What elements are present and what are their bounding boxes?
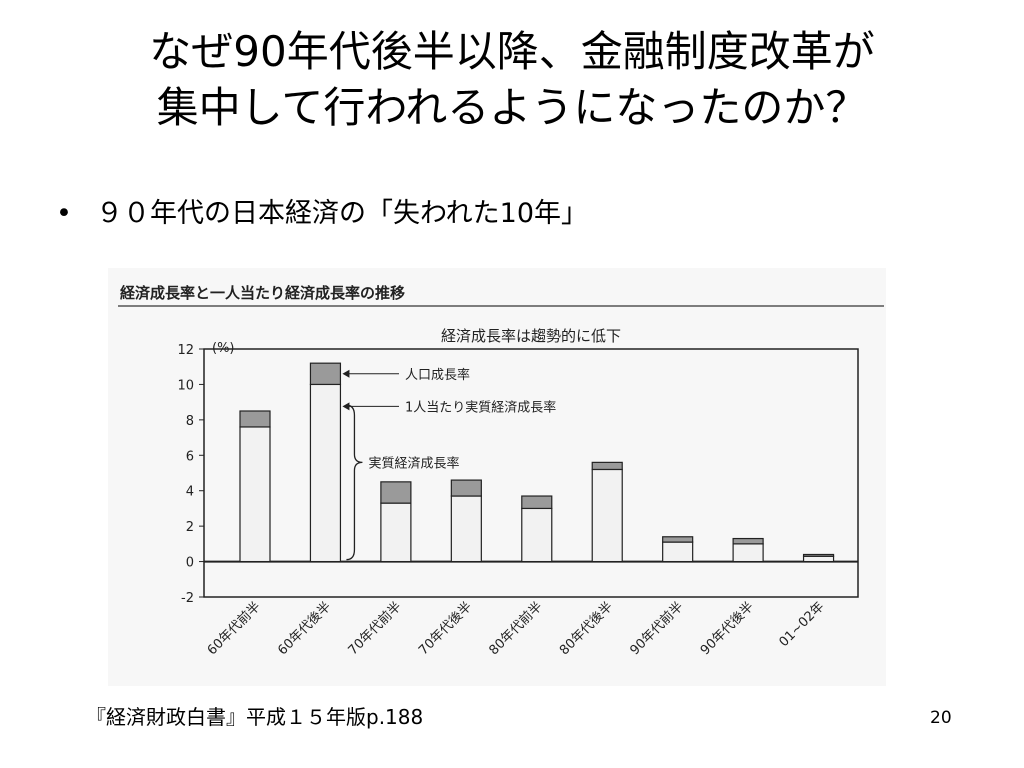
bar-population-growth (450, 479, 482, 497)
y-tick-label: 2 (186, 520, 194, 535)
bar-population-growth (802, 553, 835, 557)
bar-per-capita-growth (662, 541, 694, 563)
slide-title: なぜ90年代後半以降、金融制度改革が 集中して行われるようになったのか？ (0, 24, 1024, 136)
bar-per-capita-growth (239, 426, 271, 563)
x-tick-label: 01~02年 (776, 599, 827, 650)
annotation-real-growth: 実質経済成長率 (368, 455, 459, 471)
x-tick-labels: 60年代前半 60年代後半 70年代前半 70年代後半 80年代前半 80年代後半 90年代… (204, 599, 827, 659)
y-tick-label: 6 (186, 449, 194, 464)
y-tick-label: 4 (186, 485, 194, 500)
annotation-per-capita-growth: 1人当たり実質経済成長率 (405, 399, 556, 415)
scanned-chart-figure: 経済成長率と一人当たり経済成長率の推移 経済成長率は趨勢的に低下 (%) -2 0… (108, 268, 886, 686)
y-unit-label: (%) (212, 341, 235, 356)
bar-per-capita-growth (732, 543, 764, 563)
x-tick-label: 90年代後半 (698, 599, 757, 658)
bullet-text: ９０年代の日本経済の「失われた10年」 (96, 198, 589, 229)
bar-population-growth (732, 537, 764, 545)
x-tick-label: 60年代前半 (204, 599, 264, 659)
y-tick-label: 10 (177, 378, 194, 393)
bar-population-growth (662, 536, 694, 543)
bar-per-capita-growth (380, 502, 412, 563)
arrowhead-per-capita (342, 402, 350, 411)
x-tick-label: 90年代前半 (627, 599, 687, 659)
source-citation: 『経済財政白書』平成１５年版p.188 (86, 705, 424, 729)
bar-per-capita-growth (450, 495, 482, 563)
bullet-item: • ９０年代の日本経済の「失われた10年」 (56, 196, 588, 232)
plot-frame (203, 348, 859, 598)
page-number: 20 (930, 708, 952, 728)
slide-title-line-2: 集中して行われるようになったのか？ (156, 83, 868, 132)
y-tick-label: 8 (186, 414, 194, 429)
x-tick-label: 70年代前半 (345, 599, 405, 659)
slide-title-line-1: なぜ90年代後半以降、金融制度改革が (149, 27, 875, 76)
bar-population-growth (521, 495, 553, 510)
bar-population-growth (591, 461, 623, 471)
bar-population-growth (239, 410, 271, 428)
y-tick-label: -2 (181, 591, 194, 606)
bar-population-growth (309, 362, 342, 386)
chart-header: 経済成長率と一人当たり経済成長率の推移 (120, 284, 405, 302)
y-tick-labels: -2 0 2 4 6 8 10 12 (177, 343, 194, 606)
y-tick-label: 0 (186, 556, 194, 571)
bars (239, 362, 835, 563)
x-tick-label: 60年代後半 (275, 599, 334, 658)
growth-rate-chart: 経済成長率と一人当たり経済成長率の推移 経済成長率は趨勢的に低下 (%) -2 0… (118, 284, 884, 659)
arrowhead-population (342, 369, 350, 378)
bar-per-capita-growth (802, 555, 835, 563)
x-tick-label: 80年代後半 (557, 599, 616, 658)
x-tick-label: 80年代前半 (486, 599, 546, 659)
bar-population-growth (380, 481, 412, 504)
chart-title: 経済成長率は趨勢的に低下 (441, 327, 621, 345)
y-tick-label: 12 (177, 343, 194, 358)
bar-per-capita-growth (309, 383, 342, 563)
bar-per-capita-growth (521, 507, 553, 563)
bullet-marker: • (56, 198, 72, 229)
x-tick-label: 70年代後半 (416, 599, 475, 658)
annotation-population-growth: 人口成長率 (405, 367, 470, 383)
brace-real-growth (346, 404, 363, 561)
bar-per-capita-growth (591, 468, 623, 563)
